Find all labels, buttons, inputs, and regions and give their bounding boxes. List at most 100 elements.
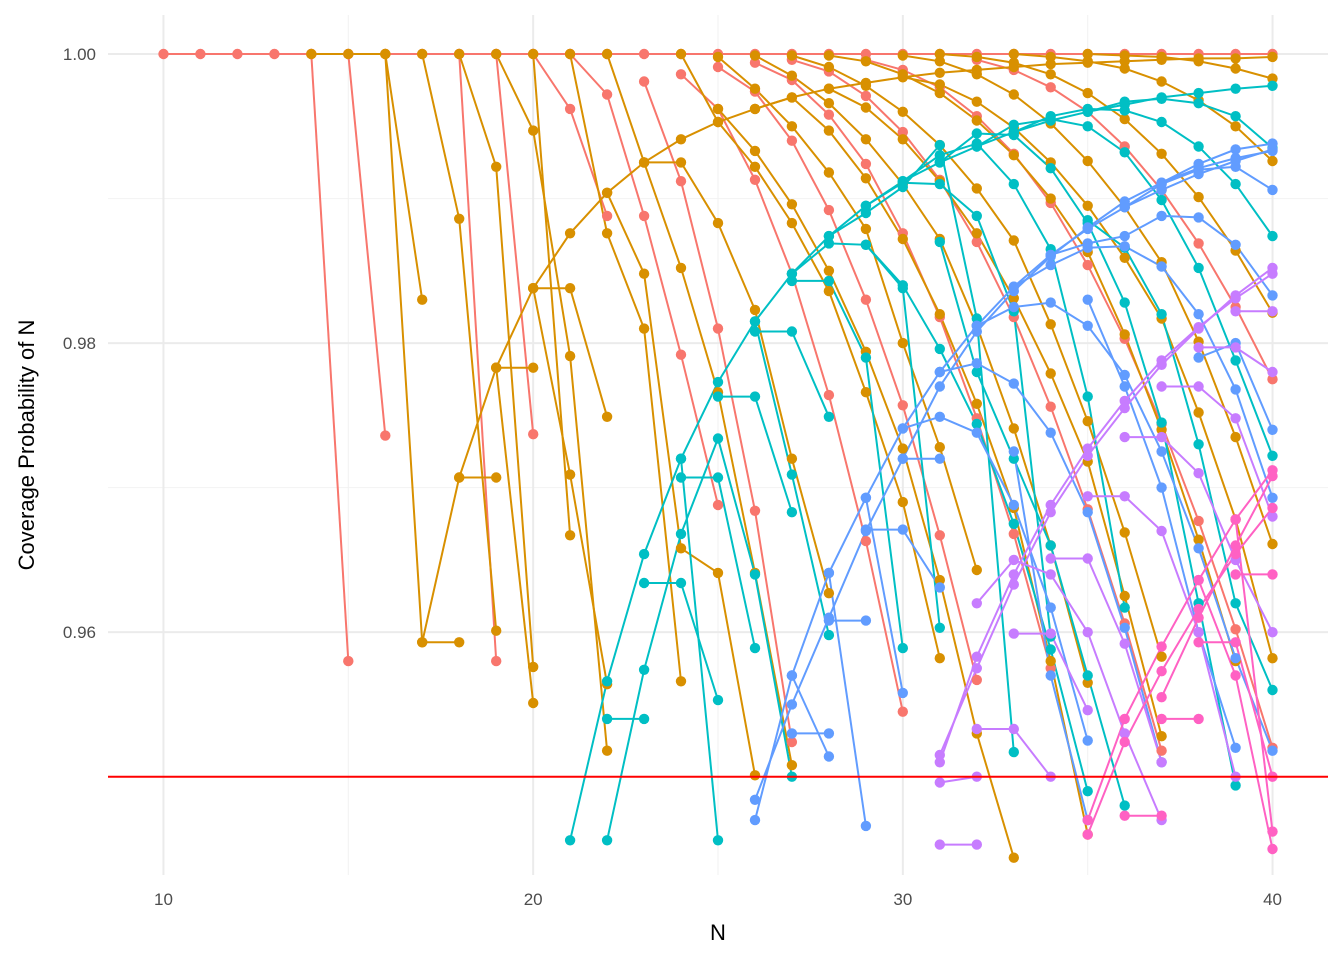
data-point	[1082, 627, 1093, 638]
data-point	[971, 674, 982, 686]
data-point	[491, 362, 502, 373]
data-point	[786, 469, 798, 480]
data-point	[1082, 56, 1093, 67]
data-point	[1119, 431, 1130, 443]
series-line-54	[828, 142, 1015, 753]
data-point	[1082, 553, 1093, 564]
data-point	[971, 69, 982, 80]
data-point	[454, 213, 465, 224]
data-point	[1045, 644, 1056, 655]
data-point	[1045, 663, 1056, 674]
data-point	[1193, 637, 1204, 648]
data-point	[491, 655, 502, 667]
data-point	[1193, 407, 1204, 418]
data-point	[823, 411, 835, 422]
data-point	[934, 442, 945, 453]
data-point	[1008, 378, 1019, 389]
x-axis-title: N	[710, 920, 726, 945]
data-point	[638, 548, 650, 560]
data-point	[1119, 329, 1130, 340]
data-point	[749, 304, 761, 316]
data-point	[786, 70, 798, 81]
series-line-79	[1161, 142, 1273, 184]
data-point	[971, 141, 982, 152]
data-point	[675, 543, 687, 554]
data-point	[1008, 628, 1019, 639]
data-point	[1156, 417, 1167, 428]
x-axis-tick-labels: 10 20 30 40	[154, 890, 1282, 909]
data-point	[675, 262, 687, 274]
data-point	[934, 150, 945, 161]
data-point	[1193, 713, 1204, 725]
data-point	[1082, 416, 1093, 427]
y-tick-label: 0.98	[63, 334, 96, 353]
data-point	[1230, 121, 1241, 132]
data-point	[971, 427, 982, 438]
data-point	[1082, 491, 1093, 502]
series-line-51	[680, 458, 719, 841]
series-line-4	[495, 53, 535, 435]
data-point	[1267, 155, 1278, 167]
data-point	[897, 337, 908, 349]
data-point	[1119, 590, 1130, 602]
data-point	[971, 651, 982, 662]
data-point	[601, 89, 613, 100]
data-point	[860, 239, 872, 250]
data-point	[491, 48, 502, 60]
x-tick-label: 10	[154, 890, 173, 909]
data-point	[564, 283, 576, 294]
data-point	[1267, 374, 1278, 385]
data-point	[601, 210, 613, 222]
data-point	[971, 398, 982, 409]
data-point	[1267, 502, 1278, 514]
data-point	[934, 582, 945, 593]
data-point	[971, 313, 982, 324]
data-point	[601, 745, 613, 756]
data-point	[1045, 569, 1056, 580]
data-point	[1045, 259, 1056, 271]
data-point	[823, 615, 835, 626]
series-line-62	[938, 241, 1126, 806]
data-point	[1082, 106, 1093, 118]
data-point	[1156, 381, 1167, 392]
data-point	[786, 670, 798, 681]
series-line-2	[347, 53, 387, 436]
data-point	[934, 56, 945, 67]
data-point	[1045, 51, 1056, 63]
series-line-60	[1087, 97, 1274, 149]
data-point	[934, 79, 945, 90]
data-point	[860, 387, 872, 398]
y-axis-title: Coverage Probability of N	[14, 320, 39, 571]
data-point	[1156, 810, 1167, 821]
data-point	[1267, 511, 1278, 522]
data-point	[1193, 468, 1204, 479]
data-point	[1045, 193, 1056, 204]
x-tick-label: 40	[1263, 890, 1282, 909]
data-point	[971, 723, 982, 735]
data-point	[1119, 622, 1130, 633]
data-point	[971, 320, 982, 331]
data-point	[934, 139, 945, 151]
data-point	[786, 50, 798, 61]
data-point	[1267, 262, 1278, 274]
series-line-25	[532, 53, 572, 536]
data-point	[897, 50, 908, 61]
data-point	[1082, 391, 1093, 402]
data-point	[564, 350, 576, 362]
data-point	[638, 210, 650, 222]
data-point	[749, 161, 761, 172]
data-point	[934, 67, 945, 79]
data-point	[1119, 800, 1130, 811]
data-point	[675, 349, 687, 360]
data-point	[934, 653, 945, 664]
data-point	[1193, 627, 1204, 638]
data-point	[601, 187, 613, 198]
data-point	[1082, 259, 1093, 271]
data-point	[1008, 554, 1019, 566]
data-point	[1193, 191, 1204, 203]
series-line-31	[717, 56, 978, 571]
data-point	[1082, 450, 1093, 461]
data-point	[1119, 602, 1130, 613]
data-point	[1267, 290, 1278, 301]
data-point	[564, 228, 576, 239]
